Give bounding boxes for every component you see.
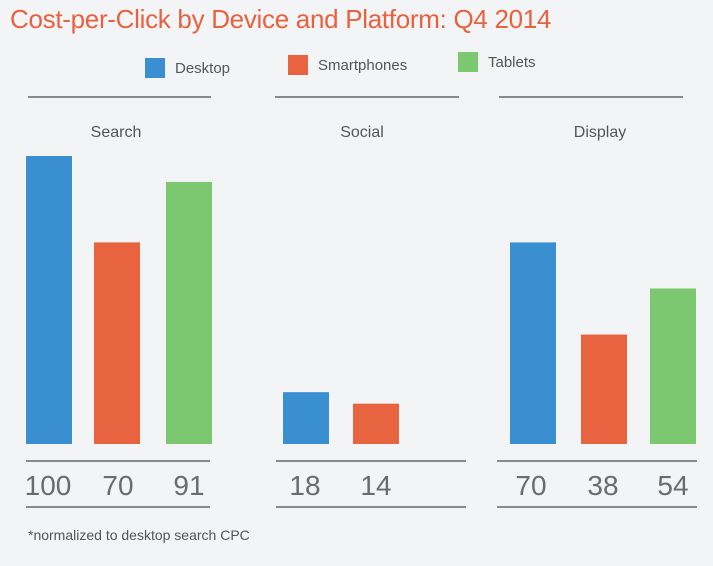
bar-display-tablets [650,288,696,444]
bar-search-tablets [166,181,212,445]
bar-display-desktop [510,242,556,444]
bar-social-smartphones [353,403,399,444]
value-label-display-desktop: 70 [515,470,546,501]
value-label-search-desktop: 100 [25,470,72,501]
chart-title: Cost-per-Click by Device and Platform: Q… [10,4,552,34]
legend-item-desktop: Desktop [145,58,230,78]
group-label-social: Social [340,124,384,141]
value-label-display-smartphones: 38 [587,470,618,501]
legend-swatch-tablets [458,52,478,72]
bar-search-smartphones [94,242,140,444]
footnote: *normalized to desktop search CPC [28,527,250,543]
value-label-search-tablets: 91 [173,470,204,501]
legend-item-tablets: Tablets [458,52,536,72]
legend-label-tablets: Tablets [488,53,536,71]
legend-swatch-desktop [145,58,165,78]
bar-search-desktop [26,156,72,444]
legend-label-desktop: Desktop [175,59,231,77]
value-label-social-desktop: 18 [289,470,320,501]
value-label-social-smartphones: 14 [360,470,391,501]
legend-item-smartphones: Smartphones [288,55,407,75]
group-label-display: Display [574,124,626,141]
legend-label-smartphones: Smartphones [318,56,408,74]
value-label-search-smartphones: 70 [102,470,133,501]
bar-social-desktop [283,392,329,444]
group-label-search: Search [91,124,142,141]
bar-display-smartphones [581,334,627,444]
legend-swatch-smartphones [288,55,308,75]
value-label-display-tablets: 54 [657,470,688,501]
